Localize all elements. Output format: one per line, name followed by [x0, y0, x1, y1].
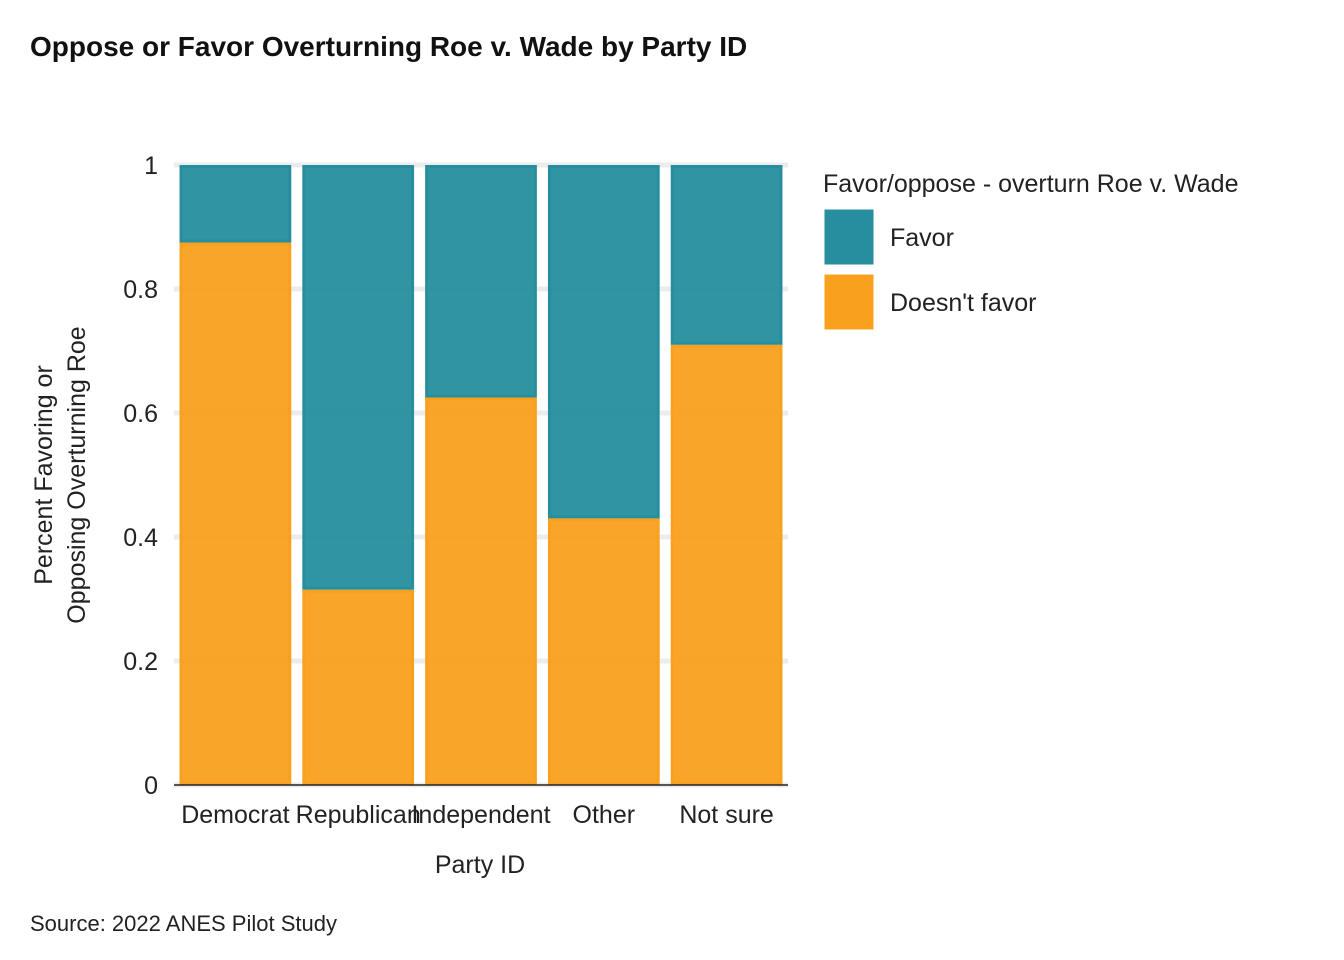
bar-other-doesn-t-favor — [547, 518, 660, 786]
y-tick-label: 0.2 — [123, 648, 158, 676]
bar-democrat-doesn-t-favor — [179, 242, 292, 785]
chart-title: Oppose or Favor Overturning Roe v. Wade … — [30, 31, 748, 62]
bar-republican-doesn-t-favor — [302, 589, 415, 786]
x-tick-label: Not sure — [679, 801, 773, 829]
y-tick-label: 0 — [144, 772, 158, 800]
bar-democrat-favor — [179, 165, 292, 243]
caption: Source: 2022 ANES Pilot Study — [30, 911, 337, 936]
y-tick-label: 0.6 — [123, 400, 158, 428]
y-axis-title-line: Percent Favoring or — [30, 365, 58, 585]
x-tick-label: Democrat — [181, 801, 289, 829]
legend: Favor/oppose - overturn Roe v. Wade Favo… — [823, 170, 1238, 330]
y-tick-label: 1 — [144, 152, 158, 180]
x-axis-title: Party ID — [435, 851, 525, 879]
bar-independent-doesn-t-favor — [425, 397, 537, 785]
x-tick-label: Independent — [411, 801, 550, 829]
bars — [179, 165, 783, 786]
bar-independent-favor — [425, 165, 537, 398]
legend-label: Doesn't favor — [890, 289, 1037, 317]
x-tick-label: Republican — [296, 801, 421, 829]
bar-republican-favor — [302, 165, 415, 590]
bar-other-favor — [547, 165, 660, 519]
y-tick-label: 0.8 — [123, 276, 158, 304]
legend-swatch-favor — [824, 209, 874, 265]
bar-not-sure-doesn-t-favor — [670, 344, 783, 785]
y-axis: 0 0.2 0.4 0.6 0.8 1 — [123, 152, 158, 800]
bar-not-sure-favor — [670, 165, 783, 345]
legend-title: Favor/oppose - overturn Roe v. Wade — [823, 170, 1238, 198]
y-axis-title: Percent Favoring or Opposing Overturning … — [30, 326, 91, 623]
legend-label: Favor — [890, 224, 954, 252]
legend-swatch-doesn-t-favor — [824, 274, 874, 330]
x-tick-label: Other — [573, 801, 636, 829]
y-axis-title-line: Opposing Overturning Roe — [63, 326, 91, 623]
y-tick-label: 0.4 — [123, 524, 158, 552]
